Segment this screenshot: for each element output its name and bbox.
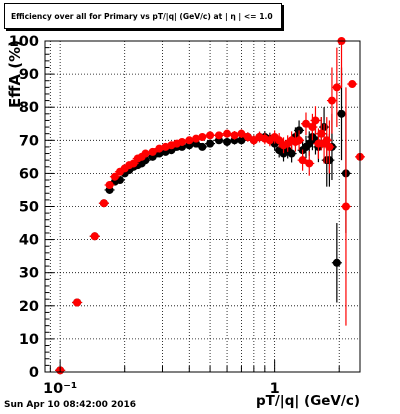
data-point [311, 116, 320, 125]
data-point [348, 80, 357, 89]
data-point [237, 136, 246, 145]
data-point [298, 156, 307, 165]
y-axis-label: EffA (%) [6, 40, 24, 108]
data-point [206, 131, 215, 140]
data-point [73, 298, 82, 307]
chart-title: Efficiency over all for Primary vs pT/|q… [11, 12, 273, 21]
axes: 0 10 20 30 40 50 60 70 80 90 100 10⁻¹ 1 [9, 34, 340, 397]
data-point [223, 137, 232, 146]
y-tick-label: 60 [19, 166, 39, 182]
y-tick-label: 40 [19, 233, 39, 249]
x-tick-label: 10⁻¹ [43, 381, 77, 397]
data-point [287, 149, 296, 158]
data-point [332, 83, 341, 92]
chart-title-box: Efficiency over all for Primary vs pT/|q… [4, 3, 282, 29]
data-point [141, 149, 150, 158]
data-point [99, 199, 108, 208]
data-point [90, 232, 99, 241]
x-tick-label: 1 [270, 381, 280, 397]
data-point [214, 131, 223, 140]
data-point [198, 142, 207, 151]
data-point [185, 136, 194, 145]
data-point [314, 139, 323, 148]
y-tick-label: 0 [29, 365, 39, 381]
y-tick-label: 50 [19, 200, 39, 216]
y-tick-label: 20 [19, 299, 39, 315]
data-point [327, 96, 336, 105]
data-point [230, 131, 239, 140]
data-point [105, 180, 114, 189]
y-tick-label: 70 [19, 133, 39, 149]
data-point [178, 137, 187, 146]
data-point [301, 119, 310, 128]
data-point [337, 109, 346, 118]
data-point [295, 136, 304, 145]
data-point [110, 172, 119, 181]
grid-lines [45, 41, 360, 372]
y-tick-label: 10 [19, 332, 39, 348]
y-tick-label: 90 [19, 67, 39, 83]
y-tick-label: 30 [19, 266, 39, 282]
data-point [308, 123, 317, 132]
data-marks [55, 37, 365, 375]
y-tick-label: 80 [19, 100, 39, 116]
y-tick-label: 100 [9, 34, 39, 50]
data-point [223, 129, 232, 138]
data-point [322, 136, 331, 145]
data-point [206, 139, 215, 148]
data-point [305, 139, 314, 148]
data-point [341, 202, 350, 211]
data-point [237, 129, 246, 138]
x-axis-label: pT/|q| (GeV/c) [256, 393, 360, 409]
series-2 [55, 37, 365, 375]
data-point [305, 159, 314, 168]
data-point [332, 258, 341, 267]
data-point [317, 129, 326, 138]
timestamp: Sun Apr 10 08:42:00 2016 [4, 400, 137, 410]
data-point [325, 142, 334, 151]
data-point [198, 132, 207, 141]
data-point [148, 147, 157, 156]
data-point [243, 132, 252, 141]
